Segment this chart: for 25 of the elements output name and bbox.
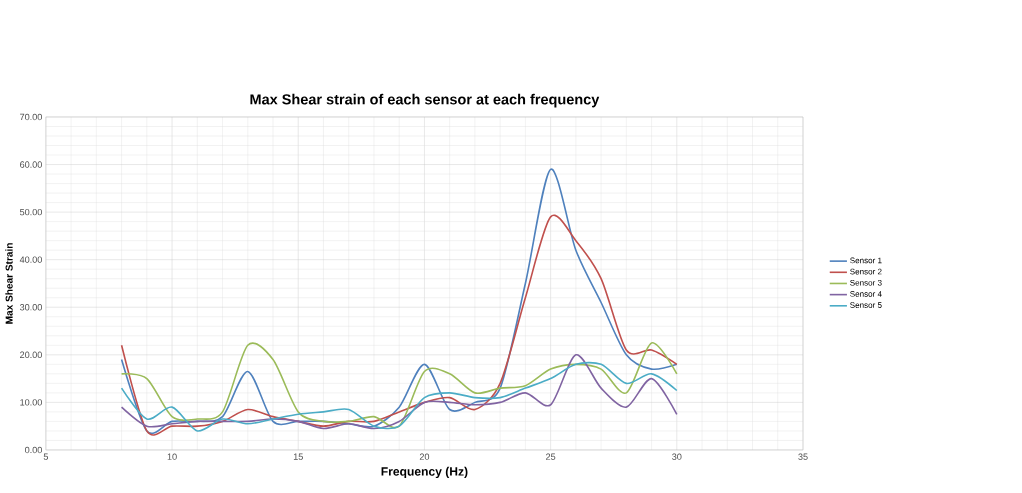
y-tick-label: 10.00 <box>20 399 42 406</box>
y-tick-label: 0.00 <box>25 446 42 454</box>
x-tick-label: 10 <box>167 453 177 460</box>
y-tick-label: 50.00 <box>19 208 42 216</box>
x-tick-label: 20 <box>419 453 430 460</box>
x-tick-label: 30 <box>672 453 682 460</box>
legend-label: Sensor 2 <box>850 268 882 275</box>
y-axis-title: Max Shear Strain <box>5 243 13 324</box>
x-axis-title: Frequency (Hz) <box>381 466 468 479</box>
line-series <box>120 168 678 433</box>
x-tick-label: 25 <box>546 453 556 460</box>
x-tick-label: 15 <box>293 453 303 460</box>
y-tick-label: 60.00 <box>20 161 42 168</box>
chart-title: Max Shear strain of each sensor at each frequency <box>250 93 600 108</box>
legend-label: Sensor 4 <box>850 291 882 297</box>
y-tick-label: 20.00 <box>20 351 42 359</box>
legend-label: Sensor 3 <box>850 279 882 286</box>
legend-label: Sensor 1 <box>850 257 882 264</box>
legend-label: Sensor 5 <box>850 302 882 308</box>
y-tick-label: 70.00 <box>20 113 42 121</box>
y-tick-label: 30.00 <box>19 304 42 311</box>
y-tick-label: 40.00 <box>19 256 42 263</box>
x-tick-label: 5 <box>43 453 48 460</box>
line-series <box>120 342 678 428</box>
x-tick-label: 35 <box>798 453 808 460</box>
